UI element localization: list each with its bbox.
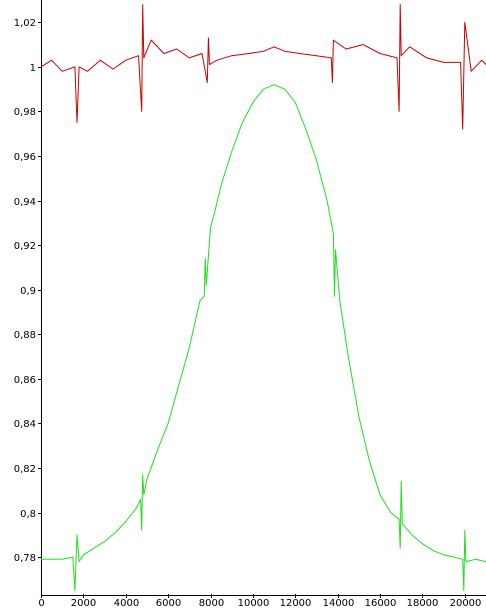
tick-layer: 0,78 0,8 0,82 0,84 0,86 0,88 0,9 0,92 0,94 0,96 0,… bbox=[14, 18, 482, 609]
x-tick-label: 14000 bbox=[323, 598, 355, 609]
y-tick-label: 0,78 bbox=[14, 553, 36, 564]
y-tick-label: 0,82 bbox=[14, 464, 36, 475]
x-tick-label: 6000 bbox=[156, 598, 181, 609]
series-line-0 bbox=[40, 4, 486, 130]
x-tick-label: 18000 bbox=[407, 598, 439, 609]
x-tick-label: 10000 bbox=[238, 598, 270, 609]
x-tick-label: 0 bbox=[38, 598, 44, 609]
x-tick-label: 12000 bbox=[280, 598, 312, 609]
y-tick-label: 0,84 bbox=[14, 419, 36, 430]
x-tick-label: 20000 bbox=[450, 598, 482, 609]
y-tick-label: 0,96 bbox=[14, 152, 36, 163]
y-tick-label: 1,02 bbox=[14, 18, 36, 29]
series-layer bbox=[40, 4, 486, 591]
x-tick-label: 8000 bbox=[199, 598, 224, 609]
y-tick-label: 0,9 bbox=[20, 286, 36, 297]
y-tick-label: 0,92 bbox=[14, 241, 36, 252]
y-tick-label: 0,94 bbox=[14, 197, 36, 208]
y-tick-label: 0,86 bbox=[14, 375, 36, 386]
y-tick-label: 1 bbox=[30, 63, 36, 74]
x-tick-label: 4000 bbox=[114, 598, 139, 609]
y-tick-label: 0,8 bbox=[20, 509, 36, 520]
series-line-1 bbox=[41, 84, 486, 591]
y-tick-label: 0,98 bbox=[14, 107, 36, 118]
y-tick-label: 0,88 bbox=[14, 330, 36, 341]
x-tick-label: 2000 bbox=[71, 598, 96, 609]
x-tick-label: 16000 bbox=[365, 598, 397, 609]
